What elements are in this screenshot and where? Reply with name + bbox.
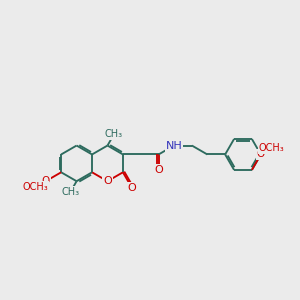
Text: OCH₃: OCH₃ — [259, 143, 284, 153]
Text: O: O — [154, 165, 163, 175]
Text: O: O — [128, 183, 136, 193]
Text: OCH₃: OCH₃ — [22, 182, 48, 193]
Text: CH₃: CH₃ — [61, 187, 79, 197]
Text: CH₃: CH₃ — [105, 129, 123, 140]
Text: O: O — [103, 176, 112, 186]
Text: O: O — [42, 176, 50, 186]
Text: NH: NH — [166, 140, 182, 151]
Text: O: O — [257, 149, 265, 160]
